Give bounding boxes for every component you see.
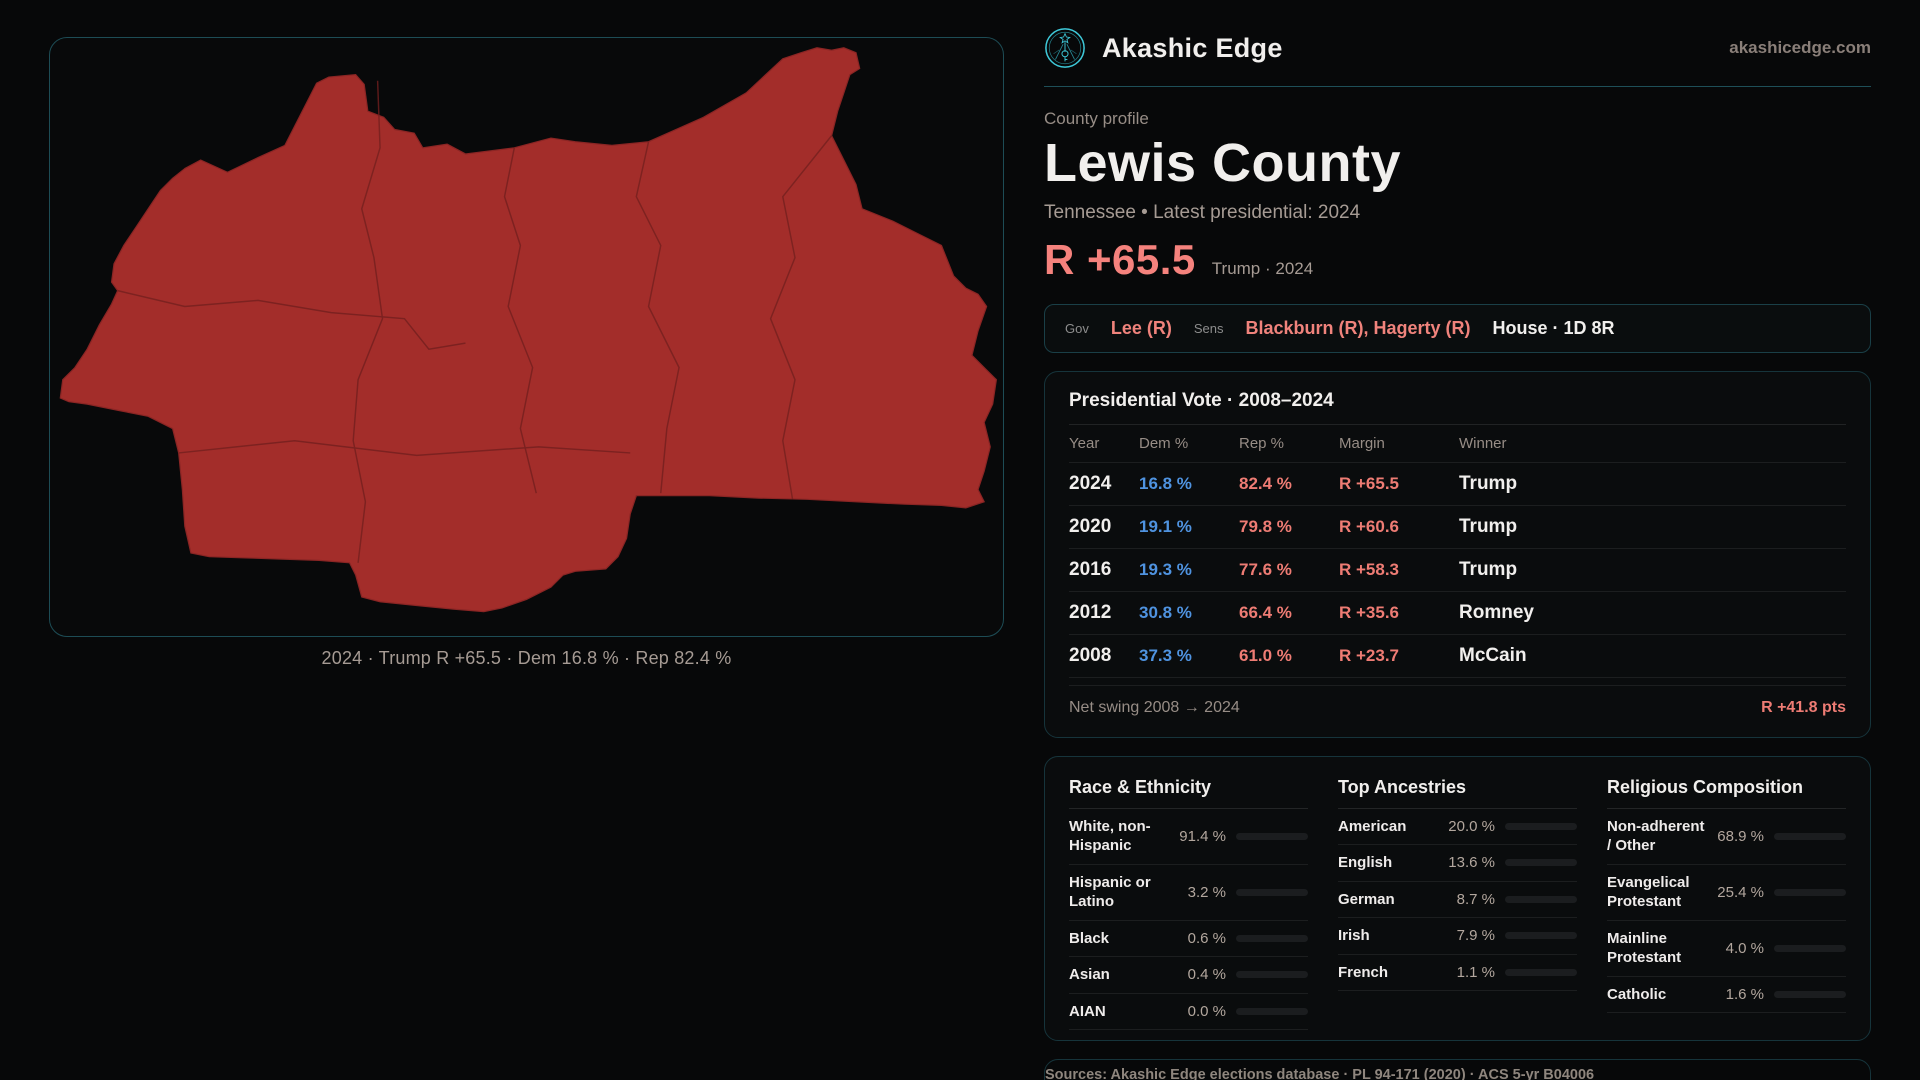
site-domain-link[interactable]: akashicedge.com <box>1729 38 1871 57</box>
stat-bar <box>1774 888 1846 896</box>
sens-label: Sens <box>1193 320 1224 336</box>
ancestries-column: Top Ancestries American 20.0 % English 1… <box>1338 777 1577 1031</box>
headline-margin-note: Trump · 2024 <box>1211 258 1314 278</box>
officials-bar: Gov Lee (R) Sens Blackburn (R), Hagerty … <box>1044 303 1871 353</box>
precinct-boundaries <box>117 80 833 563</box>
stat-bar <box>1774 990 1846 998</box>
stat-bar <box>1774 944 1846 952</box>
col-year: Year <box>1069 434 1100 452</box>
list-item: Hispanic or Latino 3.2 % <box>1069 865 1308 921</box>
presidential-vote-title: Presidential Vote · 2008–2024 <box>1069 390 1846 425</box>
map-caption: 2024 · Trump R +65.5 · Dem 16.8 % · Rep … <box>321 648 732 668</box>
list-item: Non-adherent / Other 68.9 % <box>1607 809 1846 865</box>
list-item: American 20.0 % <box>1338 809 1577 846</box>
county-subtitle: Tennessee • Latest presidential: 2024 <box>1044 201 1361 223</box>
list-item: Irish 7.9 % <box>1338 918 1577 955</box>
sens-value: Blackburn (R), Hagerty (R) <box>1245 317 1471 338</box>
net-swing-label: Net swing 2008 → 2024 <box>1069 698 1240 716</box>
house-value: House · 1D 8R <box>1492 317 1615 338</box>
headline-margin-value: R +65.5 <box>1044 235 1196 283</box>
presidential-table-header: Year Dem % Rep % Margin Winner <box>1069 425 1846 463</box>
stat-bar <box>1505 859 1577 867</box>
economics-title: Economics & Language <box>1069 1078 1846 1080</box>
gov-label: Gov <box>1065 320 1089 336</box>
list-item: White, non-Hispanic 91.4 % <box>1069 809 1308 865</box>
list-item: AIAN 0.0 % <box>1069 994 1308 1031</box>
gov-value: Lee (R) <box>1110 317 1172 338</box>
list-item: German 8.7 % <box>1338 882 1577 919</box>
list-item: Black 0.6 % <box>1069 921 1308 958</box>
site-header: Akashic Edge akashicedge.com <box>1044 0 1871 69</box>
stat-bar <box>1236 1007 1308 1015</box>
stat-bar <box>1505 822 1577 830</box>
county-shape[interactable] <box>59 47 998 613</box>
stat-bar <box>1236 832 1308 840</box>
stat-bar <box>1236 971 1308 979</box>
site-title: Akashic Edge <box>1102 32 1283 63</box>
col-winner: Winner <box>1459 434 1507 452</box>
net-swing-row: Net swing 2008 → 2024 R +41.8 pts <box>1069 684 1846 723</box>
col-margin: Margin <box>1339 434 1385 452</box>
economics-section: Economics & Language Median HH income Po… <box>1044 1059 1871 1080</box>
col-rep: Rep % <box>1239 434 1285 452</box>
list-item: French 1.1 % <box>1338 955 1577 992</box>
ancestries-title: Top Ancestries <box>1338 777 1577 809</box>
page-title: Lewis County <box>1044 133 1402 193</box>
headline-margin-row: R +65.5 Trump · 2024 <box>1044 236 1871 284</box>
list-item: Asian 0.4 % <box>1069 957 1308 994</box>
col-dem: Dem % <box>1139 434 1189 452</box>
county-map-panel <box>49 37 1004 637</box>
table-row: 2016 19.3 % 77.6 % R +58.3 Trump <box>1069 549 1846 592</box>
religion-title: Religious Composition <box>1607 777 1846 809</box>
akashic-edge-logo-icon <box>1045 28 1085 68</box>
race-ethnicity-column: Race & Ethnicity White, non-Hispanic 91.… <box>1069 777 1308 1031</box>
stat-bar <box>1774 832 1846 840</box>
list-item: Evangelical Protestant 25.4 % <box>1607 865 1846 921</box>
economics-card: Economics & Language Median HH income Po… <box>1044 1059 1871 1080</box>
list-item: English 13.6 % <box>1338 845 1577 882</box>
list-item: Mainline Protestant 4.0 % <box>1607 921 1846 977</box>
table-row: 2012 30.8 % 66.4 % R +35.6 Romney <box>1069 592 1846 635</box>
presidential-vote-card: Presidential Vote · 2008–2024 Year Dem %… <box>1044 370 1871 738</box>
stat-bar <box>1505 932 1577 940</box>
county-map-canvas[interactable] <box>50 38 1003 636</box>
race-ethnicity-title: Race & Ethnicity <box>1069 777 1308 809</box>
net-swing-value: R +41.8 pts <box>1761 698 1846 716</box>
stat-bar <box>1236 888 1308 896</box>
stat-bar <box>1236 934 1308 942</box>
religion-column: Religious Composition Non-adherent / Oth… <box>1607 777 1846 1031</box>
table-row: 2008 37.3 % 61.0 % R +23.7 McCain <box>1069 635 1846 678</box>
header-divider <box>1044 86 1871 87</box>
kicker-label: County profile <box>1044 109 1149 128</box>
stat-bar <box>1505 968 1577 976</box>
table-row: 2024 16.8 % 82.4 % R +65.5 Trump <box>1069 463 1846 506</box>
stat-bar <box>1505 895 1577 903</box>
county-profile-panel: Akashic Edge akashicedge.com County prof… <box>1044 0 1871 1080</box>
table-row: 2020 19.1 % 79.8 % R +60.6 Trump <box>1069 506 1846 549</box>
list-item: Catholic 1.6 % <box>1607 977 1846 1014</box>
demographics-card: Race & Ethnicity White, non-Hispanic 91.… <box>1044 755 1871 1042</box>
